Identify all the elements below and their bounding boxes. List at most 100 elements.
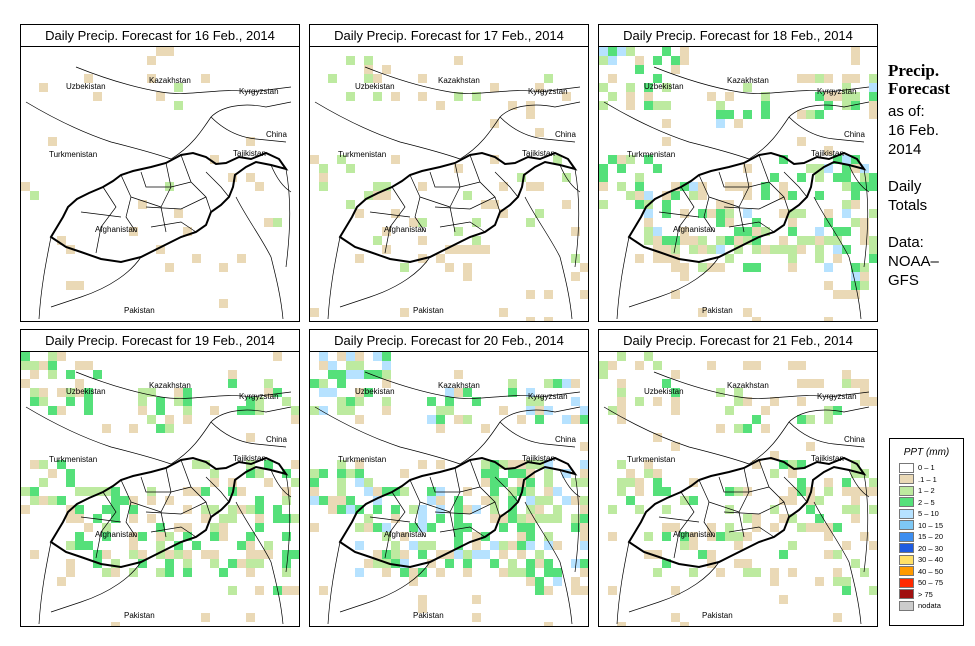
precip-cell — [779, 191, 788, 200]
precip-cell — [84, 74, 93, 83]
precip-cell — [553, 568, 562, 577]
precip-cell — [517, 514, 526, 523]
precip-cell — [842, 92, 851, 101]
precip-cell — [319, 586, 328, 595]
precip-cell — [635, 191, 644, 200]
precip-cell — [102, 568, 111, 577]
precip-cell — [463, 550, 472, 559]
precip-cell — [517, 469, 526, 478]
precip-cell — [752, 245, 761, 254]
precip-cell — [671, 406, 680, 415]
precip-cell — [752, 460, 761, 469]
precip-cell — [580, 406, 588, 415]
precip-cell — [815, 496, 824, 505]
precip-cell — [156, 406, 165, 415]
precip-cell — [418, 505, 427, 514]
panel-title: Daily Precip. Forecast for 19 Feb., 2014 — [21, 330, 299, 352]
totals-label-2: Totals — [888, 197, 928, 214]
precip-cell — [824, 236, 833, 245]
precip-cell — [418, 568, 427, 577]
precip-cell — [21, 182, 30, 191]
precip-cell — [75, 487, 84, 496]
precip-cell — [346, 200, 355, 209]
precip-cell — [571, 523, 580, 532]
precip-cell — [228, 379, 237, 388]
precip-cell — [716, 424, 725, 433]
precip-cell — [246, 173, 255, 182]
precip-cell — [418, 595, 427, 604]
map-label-kyrgyzstan: Kyrgyzstan — [528, 87, 568, 96]
precip-cell — [255, 523, 264, 532]
precip-cell — [39, 361, 48, 370]
precip-cell — [562, 469, 571, 478]
map: Uzbekistan Kazakhstan Kyrgyzstan China Turkm… — [599, 352, 877, 626]
precip-cell — [373, 505, 382, 514]
precip-cell — [698, 550, 707, 559]
precip-cell — [608, 586, 617, 595]
precip-cell — [246, 406, 255, 415]
precip-cell — [580, 460, 588, 469]
precip-cell — [869, 83, 877, 92]
precip-cell — [84, 388, 93, 397]
precip-cell — [824, 487, 833, 496]
precip-cell — [373, 191, 382, 200]
precip-cell — [626, 496, 635, 505]
precip-cell — [806, 164, 815, 173]
precip-cell — [102, 550, 111, 559]
precip-cell — [400, 487, 409, 496]
precip-cell — [319, 361, 328, 370]
precip-cell — [427, 541, 436, 550]
precip-cell — [815, 191, 824, 200]
province-border — [718, 171, 770, 188]
precip-cell — [427, 523, 436, 532]
precip-cell — [319, 173, 328, 182]
precip-cell — [815, 92, 824, 101]
precip-cell — [382, 568, 391, 577]
country-border — [364, 66, 581, 94]
precip-cell — [192, 487, 201, 496]
map-label-afghanistan: Afghanistan — [95, 530, 137, 539]
precip-cell — [770, 397, 779, 406]
precip-cell — [860, 263, 869, 272]
precip-cell — [842, 478, 851, 487]
precip-cell — [851, 164, 860, 173]
precip-cell — [21, 505, 30, 514]
precip-cell — [391, 487, 400, 496]
precip-cell — [725, 505, 734, 514]
precip-cell — [851, 218, 860, 227]
country-border — [339, 256, 431, 308]
precip-cell — [463, 559, 472, 568]
precip-cell — [454, 541, 463, 550]
precip-cell — [219, 514, 228, 523]
precip-cell — [210, 406, 219, 415]
precip-cell — [183, 550, 192, 559]
precip-cell — [580, 478, 588, 487]
province-border — [469, 154, 501, 213]
precip-cell — [255, 406, 264, 415]
precip-cell — [436, 254, 445, 263]
precip-cell — [734, 397, 743, 406]
country-border — [813, 196, 862, 320]
precip-cell — [355, 523, 364, 532]
precip-cell — [346, 164, 355, 173]
province-border — [95, 491, 117, 559]
precip-cell — [770, 568, 779, 577]
precip-cell — [824, 101, 833, 110]
precip-cell — [237, 559, 246, 568]
precip-cell — [824, 74, 833, 83]
legend-item: 15 – 20 — [899, 531, 963, 543]
precip-cell — [310, 406, 319, 415]
precip-cell — [409, 505, 418, 514]
country-border — [616, 541, 630, 625]
precip-cell — [499, 541, 508, 550]
precip-cell — [373, 352, 382, 361]
precip-cell — [57, 352, 66, 361]
precip-cell — [662, 505, 671, 514]
precip-cell — [508, 101, 517, 110]
precip-cell — [860, 532, 869, 541]
precip-cell — [680, 263, 689, 272]
precip-cell — [499, 478, 508, 487]
map-label-turkmenistan: Turkmenistan — [338, 150, 386, 159]
precip-cell — [833, 227, 842, 236]
precip-cell — [707, 532, 716, 541]
